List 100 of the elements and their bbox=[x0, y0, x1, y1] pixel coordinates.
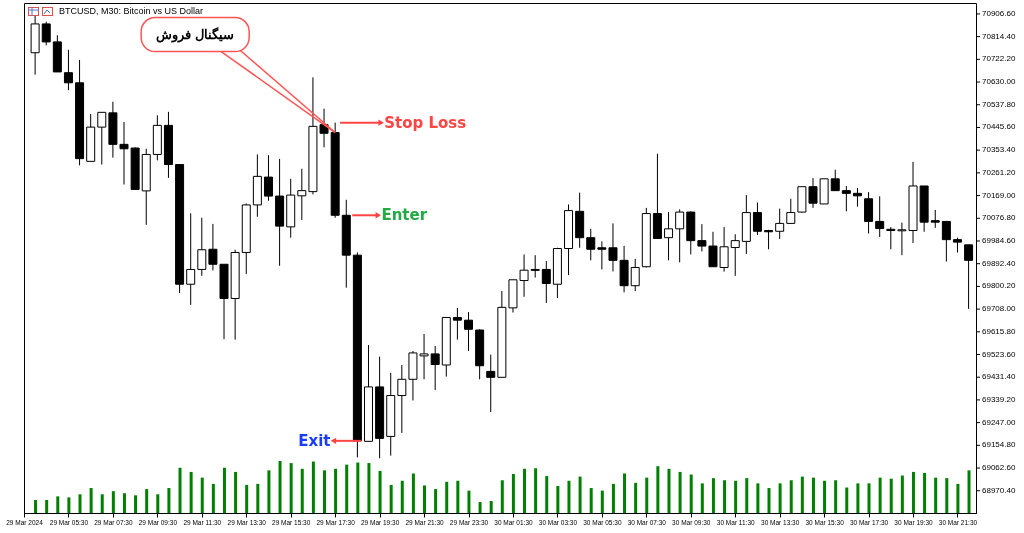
bar bbox=[433, 489, 437, 513]
bar bbox=[344, 464, 348, 513]
candlestick bbox=[586, 228, 596, 261]
bar bbox=[400, 480, 404, 513]
candlestick bbox=[864, 191, 874, 234]
candlestick bbox=[730, 233, 740, 277]
bar bbox=[322, 470, 326, 513]
bar bbox=[911, 471, 915, 513]
bar bbox=[778, 483, 782, 513]
bar bbox=[600, 490, 604, 513]
bar bbox=[444, 481, 448, 513]
bar bbox=[933, 477, 937, 513]
candlestick bbox=[675, 208, 685, 263]
bar bbox=[200, 477, 204, 513]
bar bbox=[144, 489, 148, 513]
bar bbox=[533, 468, 537, 513]
candlestick bbox=[852, 187, 862, 208]
bar bbox=[89, 488, 93, 513]
candlestick bbox=[197, 217, 207, 277]
bar bbox=[411, 473, 415, 513]
candlestick bbox=[397, 364, 407, 434]
candlestick bbox=[464, 311, 474, 352]
bar bbox=[155, 494, 159, 513]
bar bbox=[655, 466, 659, 513]
candlestick bbox=[530, 254, 540, 279]
bar bbox=[333, 468, 337, 513]
bar bbox=[789, 480, 793, 513]
bar bbox=[622, 473, 626, 513]
y-tick-label: 69984.60 bbox=[982, 235, 1016, 245]
bar bbox=[633, 482, 637, 513]
bar bbox=[166, 488, 170, 513]
candlestick bbox=[664, 211, 674, 261]
bar bbox=[589, 488, 593, 513]
y-tick-label: 70537.80 bbox=[982, 99, 1016, 109]
candlestick bbox=[841, 185, 851, 212]
candlestick bbox=[775, 208, 785, 240]
bar bbox=[900, 475, 904, 513]
candlestick bbox=[752, 201, 762, 236]
bar bbox=[844, 487, 848, 513]
candlestick bbox=[297, 168, 307, 221]
bar bbox=[78, 494, 82, 513]
bar bbox=[467, 490, 470, 513]
bar bbox=[389, 484, 393, 513]
y-tick-label: 70906.60 bbox=[982, 8, 1016, 18]
y-tick-label: 70169.00 bbox=[982, 190, 1016, 200]
bar bbox=[811, 477, 815, 513]
bar bbox=[478, 502, 482, 513]
bar bbox=[822, 480, 826, 513]
bar bbox=[889, 478, 893, 513]
y-tick-label: 69800.20 bbox=[982, 281, 1016, 291]
bar bbox=[800, 476, 804, 513]
candlestick bbox=[786, 198, 796, 224]
bar bbox=[122, 493, 126, 513]
candlestick bbox=[541, 260, 551, 304]
bar bbox=[611, 483, 615, 513]
bar bbox=[66, 497, 70, 513]
bar bbox=[266, 470, 270, 513]
bar bbox=[833, 480, 837, 513]
bar bbox=[722, 480, 726, 513]
y-tick-label: 70076.80 bbox=[982, 213, 1016, 223]
y-tick-label: 69154.80 bbox=[982, 440, 1016, 450]
y-tick-label: 69892.40 bbox=[982, 258, 1016, 268]
annotation: Stop Loss bbox=[384, 113, 467, 132]
candlestick bbox=[886, 226, 896, 250]
bar bbox=[489, 501, 493, 513]
bar bbox=[255, 483, 259, 513]
candlestick bbox=[186, 212, 196, 306]
bar bbox=[767, 488, 771, 513]
bar bbox=[955, 483, 959, 513]
y-tick-label: 69708.00 bbox=[982, 304, 1016, 314]
y-tick-label: 70814.40 bbox=[982, 31, 1016, 41]
bar bbox=[922, 472, 926, 513]
bar bbox=[500, 480, 504, 513]
candlestick bbox=[875, 195, 885, 238]
y-tick-label: 70353.40 bbox=[982, 145, 1016, 155]
bar bbox=[133, 495, 137, 513]
candlestick bbox=[452, 307, 462, 341]
bar bbox=[678, 471, 682, 513]
bar bbox=[667, 468, 671, 513]
bar bbox=[644, 477, 648, 513]
y-tick-label: 69062.60 bbox=[982, 463, 1016, 473]
bar bbox=[278, 461, 282, 513]
bar bbox=[233, 471, 237, 513]
y-tick-label: 70630.00 bbox=[982, 77, 1016, 87]
annotation: Exit bbox=[298, 431, 331, 450]
candlestick bbox=[97, 111, 107, 166]
y-tick-label: 68970.40 bbox=[982, 485, 1016, 495]
bar bbox=[178, 467, 182, 513]
bar bbox=[55, 496, 59, 513]
y-tick-label: 70445.60 bbox=[982, 122, 1016, 132]
bar bbox=[33, 500, 37, 513]
bar bbox=[189, 471, 193, 513]
candlestick bbox=[964, 244, 974, 310]
bar bbox=[711, 478, 715, 513]
bar bbox=[567, 480, 571, 513]
bar bbox=[578, 476, 582, 513]
y-tick-label: 70722.20 bbox=[982, 54, 1016, 64]
bar bbox=[733, 480, 737, 513]
bar bbox=[544, 476, 548, 513]
y-tick-label: 69431.40 bbox=[982, 372, 1016, 382]
